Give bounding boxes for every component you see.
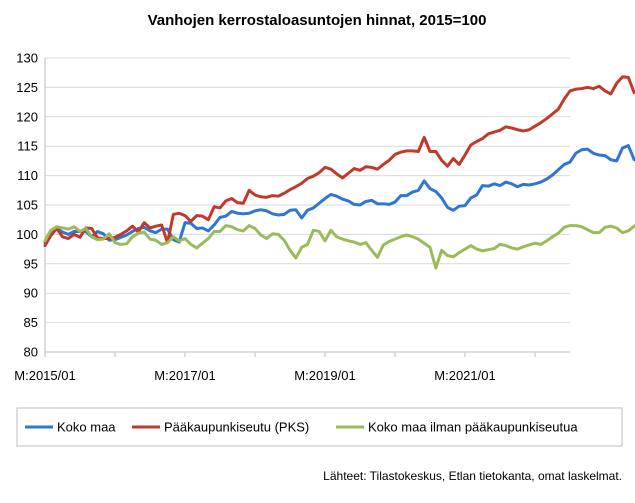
y-tick-label: 125 <box>16 80 38 95</box>
series-line-1 <box>43 75 635 248</box>
legend: Koko maa Pääkaupunkiseutu (PKS) Koko maa i… <box>25 420 578 435</box>
y-tick-label: 85 <box>24 315 38 330</box>
axes: 80 85 90 95 100 105 110 115 120 125 130 M:2015/01 M:… <box>14 51 570 383</box>
y-tick-label: 130 <box>16 51 38 66</box>
legend-label-0: Koko maa <box>57 420 116 435</box>
series-lines <box>43 75 635 270</box>
y-tick-label: 120 <box>16 109 38 124</box>
y-tick-label: 115 <box>17 139 38 154</box>
y-tick-label: 100 <box>16 227 38 242</box>
y-tick-label: 105 <box>16 198 38 213</box>
y-tick-label: 110 <box>17 168 38 183</box>
x-tick-label: M:2017/01 <box>154 368 215 383</box>
x-tick-label: M:2021/01 <box>434 368 495 383</box>
x-tick-label: M:2019/01 <box>294 368 355 383</box>
legend-box <box>16 407 623 447</box>
x-tick-label: M:2015/01 <box>14 368 75 383</box>
series-line-0 <box>43 144 635 245</box>
legend-label-2: Koko maa ilman pääkaupunkiseutua <box>368 420 578 435</box>
chart-title: Vanhojen kerrostaloasuntojen hinnat, 201… <box>148 12 487 29</box>
series-line-2 <box>43 224 635 270</box>
y-tick-label: 95 <box>24 256 38 271</box>
y-tick-label: 90 <box>24 286 38 301</box>
grid-lines <box>45 57 570 353</box>
legend-label-1: Pääkaupunkiseutu (PKS) <box>164 420 309 435</box>
source-note: Lähteet: Tilastokeskus, Etlan tietokanta… <box>323 469 622 483</box>
y-tick-label: 80 <box>24 345 38 360</box>
